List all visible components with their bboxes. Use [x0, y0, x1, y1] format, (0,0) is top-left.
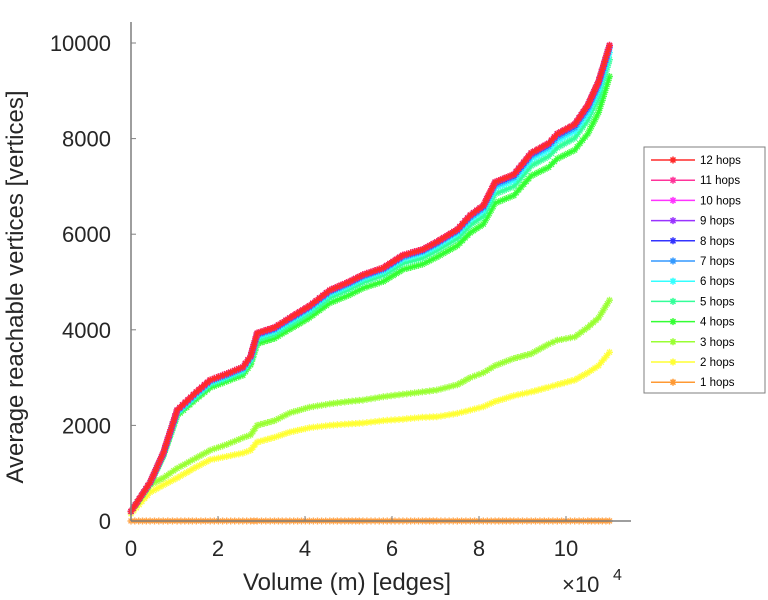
legend-item: 8 hops	[651, 236, 735, 248]
legend-marker-icon	[669, 237, 677, 245]
legend-marker-icon	[669, 318, 677, 326]
legend-marker-icon	[669, 217, 677, 225]
series-6-hops	[127, 49, 613, 515]
legend-label: 2 hops	[700, 357, 735, 369]
legend-item: 10 hops	[651, 195, 741, 207]
legend-item: 1 hops	[651, 377, 735, 389]
series-markers	[127, 348, 613, 518]
x-multiplier-exponent: 4	[613, 567, 622, 584]
x-tick-label: 0	[125, 536, 137, 561]
legend-marker-icon	[669, 297, 677, 305]
legend-marker-icon	[669, 176, 677, 184]
y-tick-label: 6000	[62, 222, 111, 247]
legend-item: 2 hops	[651, 357, 735, 369]
series-markers	[127, 296, 613, 515]
legend-marker-icon	[669, 196, 677, 204]
series-2-hops	[127, 348, 613, 518]
x-axis-label: Volume (m) [edges]	[243, 569, 451, 596]
legend-marker-icon	[669, 257, 677, 265]
legend: 12 hops 11 hops 10 hops 9 hops 8 hops 7 hops 6…	[643, 146, 766, 394]
legend-marker-icon	[669, 277, 677, 285]
legend-item: 3 hops	[651, 337, 735, 349]
legend-marker-icon	[669, 156, 677, 164]
legend-item: 7 hops	[651, 256, 735, 268]
series-3-hops	[127, 296, 613, 515]
x-multiplier-label: ×10	[562, 572, 599, 597]
legend-label: 7 hops	[700, 256, 735, 268]
legend-label: 4 hops	[700, 317, 735, 329]
legend-label: 6 hops	[700, 276, 735, 288]
legend-label: 12 hops	[700, 155, 741, 167]
x-tick-label: 2	[212, 536, 224, 561]
x-tick-label: 4	[299, 536, 311, 561]
legend-item: 5 hops	[651, 296, 735, 308]
legend-label: 9 hops	[700, 216, 735, 228]
x-tick-label: 10	[554, 536, 578, 561]
series-markers	[127, 73, 613, 515]
series-markers	[127, 49, 613, 515]
legend-item: 12 hops	[651, 155, 741, 167]
x-tick-label: 6	[386, 536, 398, 561]
legend-item: 11 hops	[651, 175, 740, 187]
legend-box	[643, 146, 766, 394]
series-line	[129, 52, 611, 513]
legend-label: 11 hops	[700, 175, 740, 187]
legend-label: 8 hops	[700, 236, 735, 248]
y-ticks: 0 2000 4000 6000 8000 10000	[50, 31, 136, 534]
legend-item: 4 hops	[651, 317, 735, 329]
plot-lines	[127, 41, 613, 525]
legend-label: 3 hops	[700, 337, 735, 349]
legend-marker-icon	[669, 358, 677, 366]
y-tick-label: 10000	[50, 31, 111, 56]
y-tick-label: 2000	[62, 413, 111, 438]
series-line	[129, 299, 611, 513]
y-tick-label: 8000	[62, 127, 111, 152]
series-line	[129, 76, 611, 513]
series-12-hops	[127, 41, 613, 515]
y-tick-label: 4000	[62, 318, 111, 343]
legend-marker-icon	[669, 378, 677, 386]
legend-marker-icon	[669, 338, 677, 346]
x-tick-label: 8	[473, 536, 485, 561]
legend-item: 6 hops	[651, 276, 735, 288]
legend-item: 9 hops	[651, 216, 735, 228]
x-ticks: 0 2 4 6 8 10	[125, 516, 578, 561]
legend-label: 1 hops	[700, 377, 735, 389]
y-tick-label: 0	[99, 509, 111, 534]
y-axis-label: Average reachable vertices [vertices]	[2, 90, 29, 483]
series-line	[129, 351, 611, 515]
legend-label: 10 hops	[700, 195, 741, 207]
legend-label: 5 hops	[700, 296, 735, 308]
series-4-hops	[127, 73, 613, 515]
